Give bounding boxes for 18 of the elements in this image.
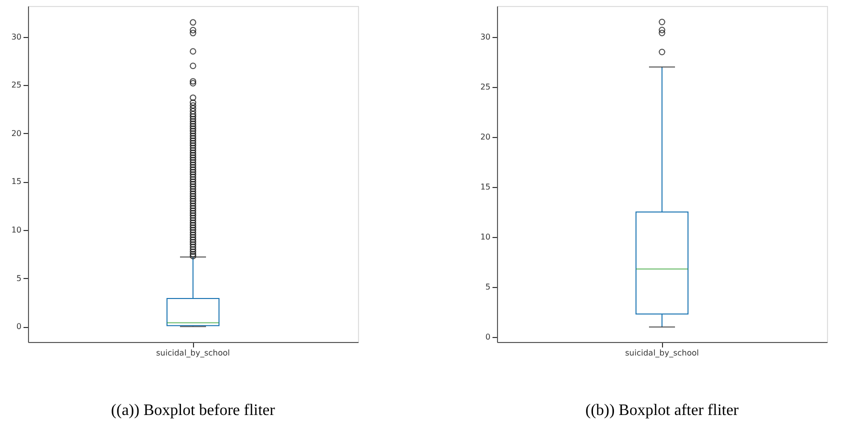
- text: ((a)) Boxplot before fliter: [111, 402, 276, 419]
- y-tick-label: 20: [11, 128, 22, 138]
- y-tick-label: 30: [11, 32, 22, 42]
- y-tick-label: 10: [11, 226, 22, 234]
- y-tick-label: 5: [485, 282, 490, 292]
- y-tick-label: 25: [11, 80, 22, 90]
- y-tick-label: 0: [16, 322, 22, 332]
- y-tick-label: 0: [485, 332, 490, 342]
- y-tick-label: 15: [11, 177, 22, 186]
- x-tick-label: suicidal_by_school: [625, 348, 699, 358]
- y-tick-label: 30: [480, 32, 490, 42]
- x-tick-label: suicidal_by_school: [156, 348, 230, 358]
- y-tick-label: 25: [480, 82, 490, 92]
- y-tick-label: 20: [480, 132, 490, 142]
- text: ((b)) Boxplot after fliter: [585, 402, 740, 419]
- y-tick-label: 10: [480, 232, 490, 242]
- y-tick-label: 5: [16, 274, 22, 283]
- y-tick-label: 15: [480, 182, 490, 192]
